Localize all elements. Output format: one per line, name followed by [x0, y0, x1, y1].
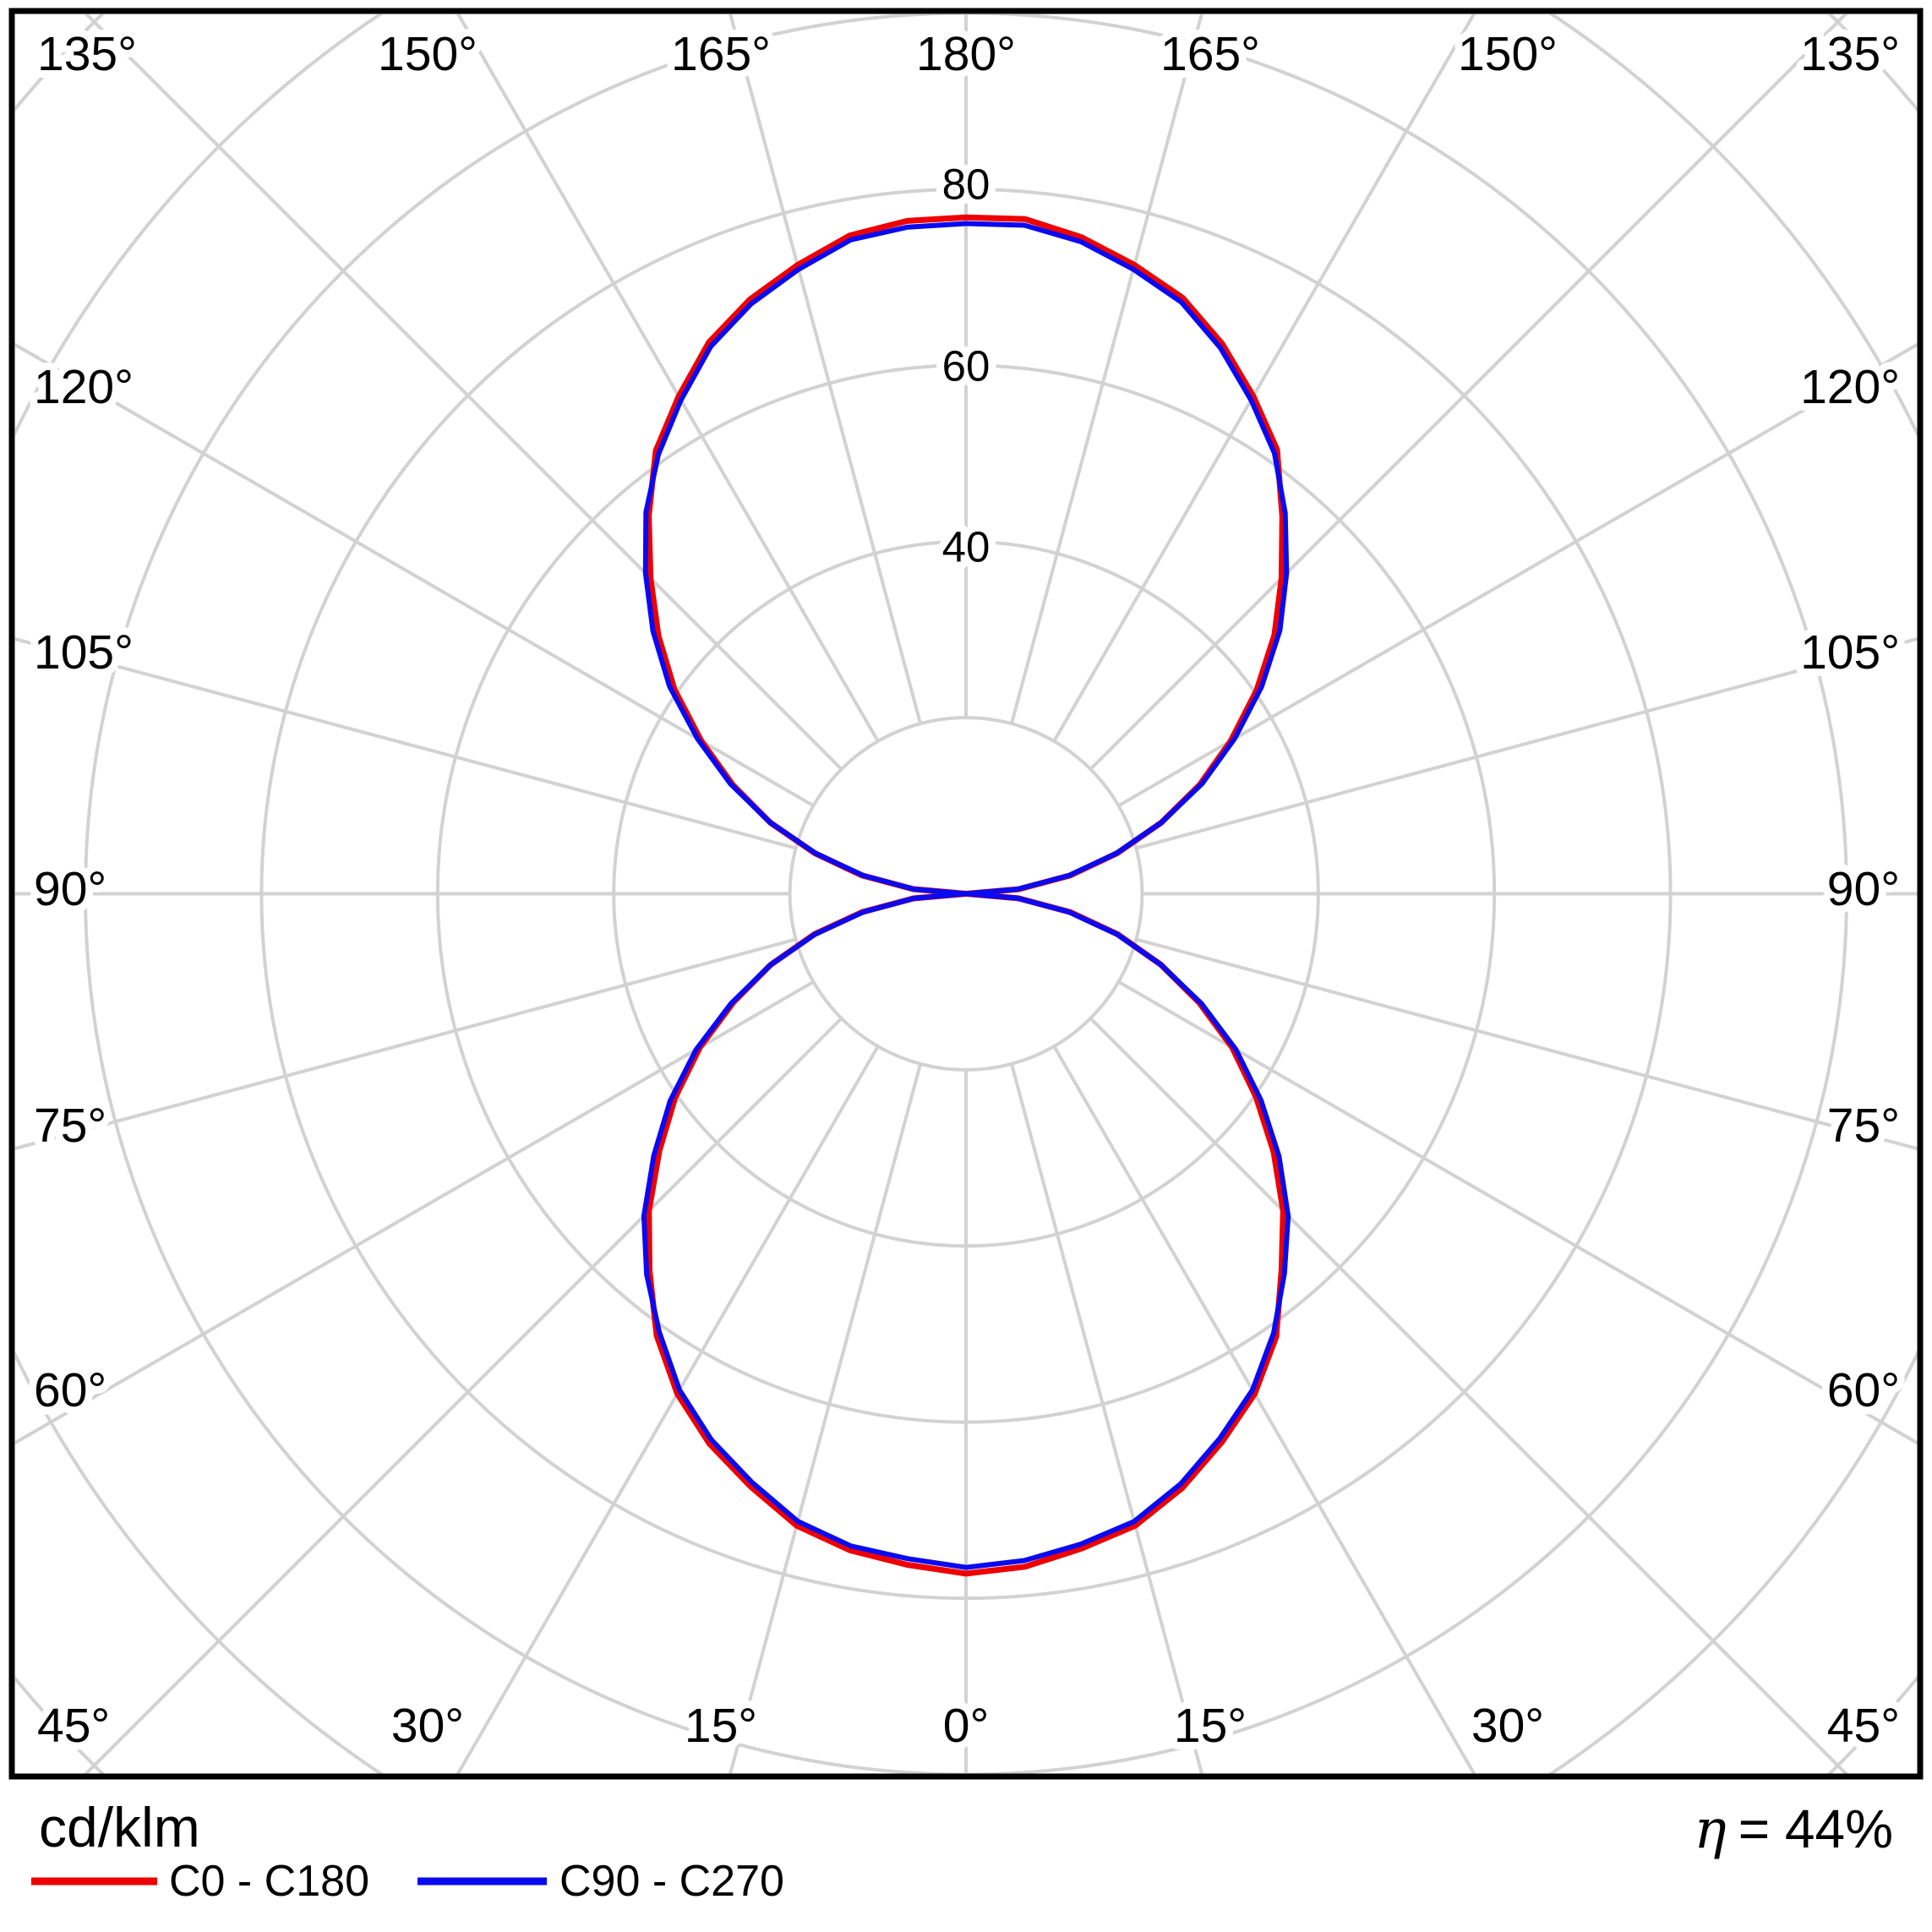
grid-spoke	[1052, 14, 1476, 743]
grid-spoke	[15, 342, 815, 808]
curve-c90-c270	[641, 221, 1291, 1570]
angle-label: 30°	[391, 1699, 464, 1753]
angle-label: 15°	[685, 1699, 757, 1753]
radial-tick-label: 40	[942, 523, 991, 571]
angle-label: 45°	[1827, 1699, 1900, 1753]
efficiency-label: η = 44%	[1694, 1798, 1893, 1861]
legend-label-c90-c270: C90 - C270	[559, 1857, 784, 1906]
angle-label: 150°	[1458, 27, 1558, 81]
grid-spoke	[456, 1045, 880, 1774]
radial-tick-labels: 40 60 80	[935, 153, 998, 579]
angle-label: 165°	[1160, 27, 1260, 81]
grid-spoke	[1052, 1045, 1476, 1774]
grid-spoke	[728, 1063, 922, 1774]
grid-spoke	[1135, 937, 1918, 1151]
radial-tick-label: 80	[942, 161, 991, 209]
legend-label-c0-c180: C0 - C180	[169, 1857, 369, 1906]
angle-label: 90°	[1827, 862, 1900, 916]
angle-label: 60°	[34, 1363, 106, 1417]
grid-spoke	[1117, 342, 1918, 808]
angle-label: 120°	[1800, 360, 1900, 414]
angle-label: 165°	[671, 27, 771, 81]
grid-spoke	[15, 937, 797, 1151]
angle-label: 105°	[1800, 625, 1900, 679]
unit-label: cd/klm	[39, 1796, 200, 1858]
angle-label: 120°	[34, 360, 134, 414]
angle-label: 75°	[34, 1099, 106, 1153]
grid-spoke	[1089, 14, 1848, 771]
grid-spoke	[1135, 636, 1918, 850]
angle-labels: 135° 150° 165° 180° 165° 150° 135° 120° 105° 90° 7…	[26, 19, 1907, 1760]
angle-label: 105°	[34, 625, 134, 679]
angle-label: 135°	[1800, 27, 1900, 81]
grid-spoke	[456, 14, 880, 743]
grid-spoke	[84, 14, 843, 771]
radial-tick-label: 60	[942, 342, 991, 390]
angle-label: 0°	[943, 1699, 990, 1753]
angle-label: 45°	[37, 1699, 110, 1753]
grid-spoke	[15, 636, 797, 850]
intensity-curves	[641, 214, 1291, 1577]
efficiency-value: = 44%	[1738, 1798, 1893, 1859]
angle-label: 60°	[1827, 1363, 1900, 1417]
grid-spoke	[1089, 1017, 1849, 1774]
angle-label: 150°	[378, 27, 478, 81]
legend: C0 - C180 C90 - C270	[31, 1857, 784, 1906]
grid-spoke	[83, 1017, 843, 1774]
angle-label: 180°	[916, 27, 1016, 81]
grid-spoke	[1010, 14, 1203, 724]
grid-spoke	[729, 14, 922, 724]
angle-label: 15°	[1174, 1699, 1247, 1753]
angle-label: 90°	[34, 862, 106, 916]
grid-spoke	[1010, 1063, 1204, 1774]
plot-frame	[8, 8, 1924, 1780]
grid-spoke	[15, 980, 815, 1445]
eta-symbol: η	[1694, 1798, 1726, 1861]
grid-spoke	[1117, 980, 1918, 1445]
angle-label: 30°	[1471, 1699, 1544, 1753]
angle-label: 135°	[37, 27, 137, 81]
angle-label: 75°	[1827, 1099, 1900, 1153]
